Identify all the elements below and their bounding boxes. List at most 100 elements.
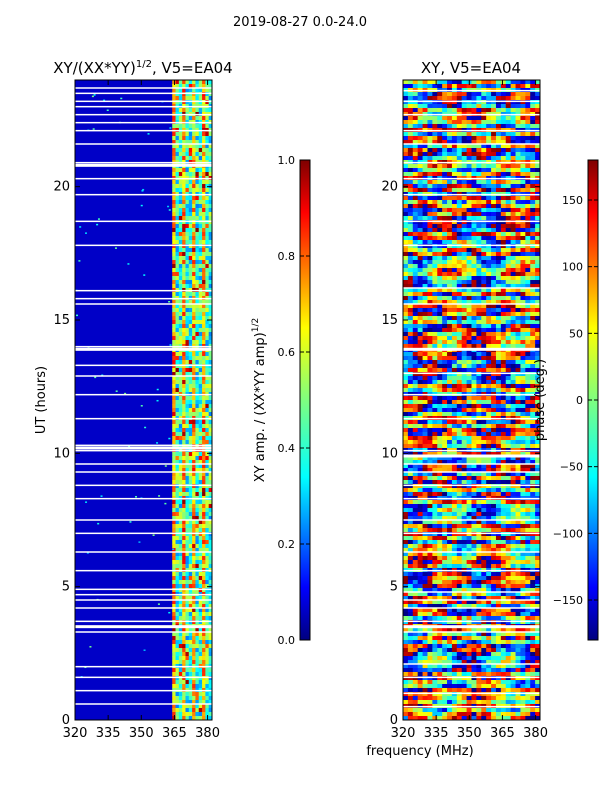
phase-cell [447,492,453,497]
amplitude-cell [178,336,183,341]
amplitude-speckle [169,127,172,129]
phase-cell [510,340,516,345]
phase-cell [535,260,540,265]
phase-cell [505,96,512,101]
phase-cell [461,440,468,445]
amplitude-cell [188,212,193,217]
amplitude-cell [182,528,186,533]
amplitude-cell [185,332,190,337]
phase-cell [451,180,458,185]
phase-cell [520,436,526,441]
phase-cell [525,488,531,493]
phase-cell [471,84,477,89]
phase-cell [530,372,536,377]
amplitude-cell [178,660,183,665]
amplitude-cell [192,240,196,245]
phase-cell [407,232,414,237]
phase-cell [437,240,443,245]
amplitude-cell [182,612,186,617]
phase-cell [495,324,502,329]
amplitude-cell [202,708,206,713]
phase-cell [456,136,463,141]
amplitude-cell [182,696,186,701]
amplitude-cell [202,336,206,341]
phase-cell [471,296,477,301]
amplitude-cell [185,712,190,717]
phase-cell [442,120,448,125]
amplitude-cell [182,428,186,433]
phase-cell [417,140,423,145]
phase-cell [417,228,423,233]
phase-cell [403,196,409,201]
amplitude-cell [175,620,180,625]
amplitude-cell [205,644,210,649]
phase-cell [481,208,487,213]
phase-cell [510,136,516,141]
phase-cell [451,324,458,329]
phase-cell [442,204,448,209]
phase-cell [442,404,448,409]
amplitude-cell [198,92,203,97]
amplitude-cell [172,608,176,613]
phase-cell [427,124,433,129]
phase-cell [520,228,526,233]
phase-cell [525,96,531,101]
amplitude-cell [178,500,183,505]
phase-cell [500,344,507,349]
amplitude-cell [195,140,200,145]
phase-cell [476,232,482,237]
amplitude-cell [175,580,180,585]
phase-cell [447,340,453,345]
phase-cell [466,396,472,401]
amplitude-cell [195,152,200,157]
phase-cell [505,260,512,265]
amplitude-cell [188,232,193,237]
phase-cell [456,288,463,293]
phase-cell [456,180,463,185]
amplitude-cell [192,652,196,657]
amplitude-cell [195,640,200,645]
phase-cell [505,484,512,489]
phase-cell [535,276,540,281]
phase-cell [466,488,472,493]
phase-cell [525,376,531,381]
phase-cell [403,220,409,225]
phase-cell [432,484,438,489]
phase-cell [515,260,521,265]
phase-cell [461,368,468,373]
phase-cell [456,304,463,309]
amplitude-cell [178,692,183,697]
phase-cell [427,324,433,329]
phase-cell [535,288,540,293]
phase-cell [466,360,472,365]
amplitude-cell [175,308,180,313]
phase-cell [515,468,521,473]
amplitude-cell [172,632,176,637]
phase-cell [403,156,409,161]
phase-cell [412,136,419,141]
phase-cell [437,312,443,317]
amplitude-cell [175,436,180,441]
phase-cell [476,484,482,489]
phase-cell [466,224,472,229]
phase-cell [461,132,468,137]
phase-cell [471,304,477,309]
amplitude-cell [198,508,203,513]
amplitude-cell [188,324,193,329]
phase-cell [447,444,453,449]
phase-cell [515,228,521,233]
amplitude-cell [175,320,180,325]
amplitude-cell [188,672,193,677]
phase-cell [451,380,458,385]
phase-cell [481,264,487,269]
amplitude-cell [195,268,200,273]
phase-cell [427,108,433,113]
amplitude-cell [182,316,186,321]
phase-cell [476,116,482,121]
amplitude-cell [182,388,186,393]
amplitude-cell [178,204,183,209]
phase-cell [451,164,458,169]
amplitude-cell [205,380,210,385]
amplitude-cell [175,640,180,645]
